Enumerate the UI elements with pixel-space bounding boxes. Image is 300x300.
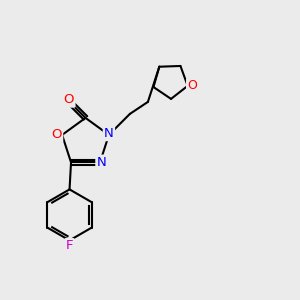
- Text: N: N: [104, 127, 114, 140]
- Text: F: F: [66, 239, 73, 252]
- Text: O: O: [64, 93, 74, 106]
- Text: O: O: [187, 80, 197, 92]
- Text: O: O: [52, 128, 62, 141]
- Text: N: N: [97, 156, 106, 169]
